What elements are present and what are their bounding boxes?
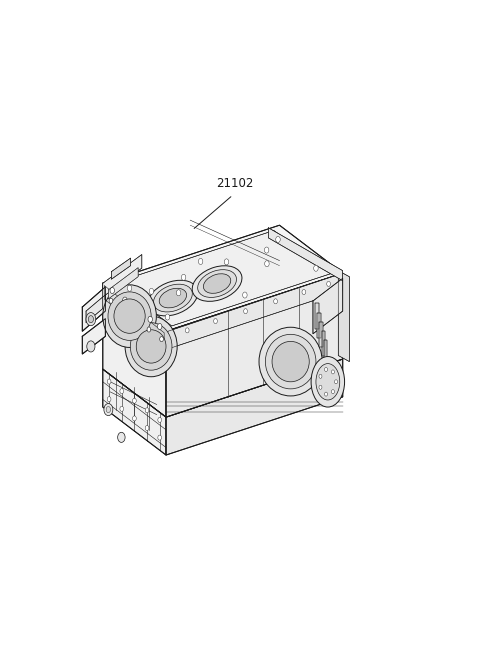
Circle shape bbox=[149, 289, 154, 295]
Polygon shape bbox=[83, 319, 106, 354]
Circle shape bbox=[327, 281, 330, 287]
Circle shape bbox=[224, 259, 229, 265]
Polygon shape bbox=[322, 331, 325, 356]
Circle shape bbox=[319, 375, 322, 379]
Ellipse shape bbox=[114, 299, 145, 333]
Circle shape bbox=[244, 309, 247, 314]
Ellipse shape bbox=[259, 327, 322, 396]
Circle shape bbox=[157, 323, 162, 329]
Polygon shape bbox=[166, 273, 343, 417]
Ellipse shape bbox=[159, 288, 187, 308]
Circle shape bbox=[214, 319, 217, 323]
Circle shape bbox=[122, 308, 125, 313]
Polygon shape bbox=[115, 230, 331, 326]
Circle shape bbox=[332, 370, 335, 374]
Circle shape bbox=[134, 318, 138, 323]
Polygon shape bbox=[105, 286, 164, 346]
Polygon shape bbox=[166, 359, 343, 455]
Ellipse shape bbox=[265, 335, 316, 389]
Polygon shape bbox=[111, 258, 131, 279]
Circle shape bbox=[132, 398, 136, 403]
Circle shape bbox=[132, 416, 136, 421]
Polygon shape bbox=[108, 268, 138, 299]
Polygon shape bbox=[313, 278, 343, 334]
Circle shape bbox=[135, 306, 140, 313]
Circle shape bbox=[314, 265, 318, 272]
Ellipse shape bbox=[316, 363, 340, 400]
Ellipse shape bbox=[311, 357, 345, 407]
Ellipse shape bbox=[136, 330, 166, 363]
Circle shape bbox=[243, 292, 247, 298]
Circle shape bbox=[145, 426, 149, 430]
Circle shape bbox=[324, 367, 327, 371]
Circle shape bbox=[274, 298, 277, 304]
Circle shape bbox=[165, 314, 170, 320]
Circle shape bbox=[158, 435, 162, 440]
Circle shape bbox=[276, 236, 280, 243]
Circle shape bbox=[120, 388, 124, 394]
Circle shape bbox=[107, 379, 111, 384]
Circle shape bbox=[86, 313, 96, 326]
Circle shape bbox=[109, 298, 113, 303]
Polygon shape bbox=[319, 321, 323, 347]
Ellipse shape bbox=[154, 284, 192, 312]
Circle shape bbox=[158, 417, 162, 422]
Ellipse shape bbox=[204, 274, 231, 293]
Circle shape bbox=[107, 397, 111, 401]
Circle shape bbox=[185, 328, 189, 333]
Ellipse shape bbox=[272, 341, 309, 382]
Circle shape bbox=[123, 297, 127, 303]
Ellipse shape bbox=[192, 266, 242, 301]
Circle shape bbox=[319, 385, 322, 389]
Polygon shape bbox=[268, 228, 343, 281]
Circle shape bbox=[160, 337, 163, 342]
Circle shape bbox=[198, 258, 203, 264]
Text: 21102: 21102 bbox=[216, 177, 253, 190]
Circle shape bbox=[88, 316, 94, 323]
Circle shape bbox=[104, 403, 113, 416]
Polygon shape bbox=[168, 273, 343, 349]
Circle shape bbox=[127, 285, 132, 291]
Ellipse shape bbox=[198, 270, 237, 297]
Ellipse shape bbox=[130, 323, 172, 370]
Polygon shape bbox=[86, 297, 103, 323]
Polygon shape bbox=[317, 313, 321, 338]
Polygon shape bbox=[338, 271, 349, 361]
Circle shape bbox=[147, 327, 151, 332]
Ellipse shape bbox=[103, 285, 156, 348]
Polygon shape bbox=[315, 304, 319, 329]
Polygon shape bbox=[83, 287, 106, 331]
Circle shape bbox=[302, 289, 306, 295]
Ellipse shape bbox=[148, 280, 198, 316]
Circle shape bbox=[106, 407, 110, 413]
Ellipse shape bbox=[125, 316, 177, 377]
Circle shape bbox=[176, 290, 181, 296]
Circle shape bbox=[87, 341, 95, 352]
Polygon shape bbox=[324, 340, 327, 365]
Circle shape bbox=[148, 316, 153, 322]
Polygon shape bbox=[103, 255, 142, 297]
Polygon shape bbox=[103, 283, 166, 417]
Circle shape bbox=[332, 390, 335, 394]
Circle shape bbox=[118, 432, 125, 442]
Circle shape bbox=[181, 274, 186, 280]
Circle shape bbox=[324, 392, 327, 396]
Circle shape bbox=[145, 408, 149, 413]
Circle shape bbox=[335, 380, 337, 384]
Polygon shape bbox=[103, 225, 343, 331]
Ellipse shape bbox=[108, 292, 151, 340]
Circle shape bbox=[264, 260, 269, 267]
Polygon shape bbox=[103, 369, 166, 455]
Circle shape bbox=[110, 287, 115, 293]
Circle shape bbox=[120, 406, 124, 411]
Circle shape bbox=[264, 247, 269, 253]
